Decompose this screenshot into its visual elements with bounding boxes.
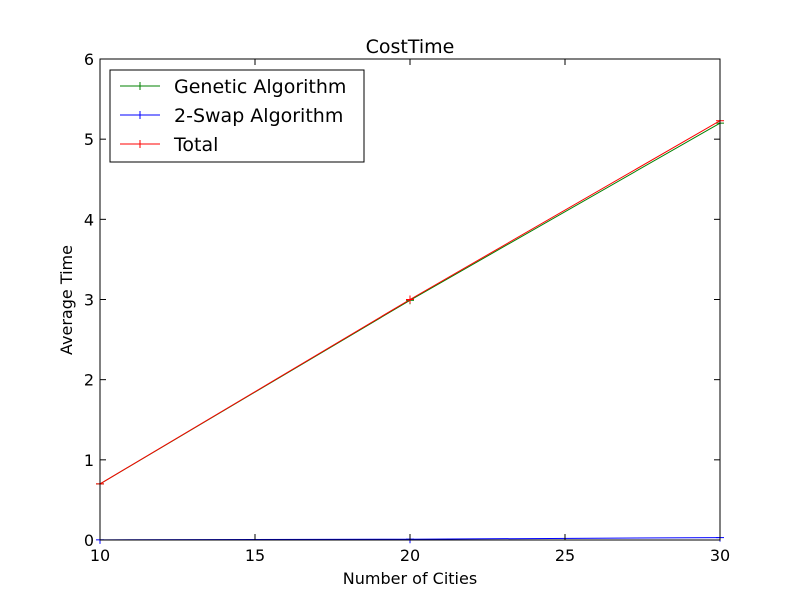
y-tick-label: 6 [84, 50, 94, 69]
series-3-point [406, 295, 414, 304]
legend-entry-3: Total [120, 134, 218, 156]
legend-label: Genetic Algorithm [174, 76, 346, 98]
x-tick-label: 20 [400, 546, 420, 565]
legend-entry-2: 2-Swap Algorithm [120, 105, 343, 127]
legend: Genetic Algorithm 2-Swap Algorithm Total [109, 69, 365, 163]
y-tick-label: 1 [84, 451, 94, 470]
axis-layer: 10 15 20 25 30 0 1 2 3 4 5 6 [84, 50, 730, 565]
y-tick-label: 4 [84, 210, 94, 229]
y-tick-label: 0 [84, 531, 94, 550]
legend-entry-1: Genetic Algorithm [120, 76, 346, 98]
x-tick-label: 25 [555, 546, 575, 565]
y-tick-label: 5 [84, 130, 94, 149]
y-tick-label: 2 [84, 371, 94, 390]
legend-label: 2-Swap Algorithm [174, 105, 343, 127]
plot-frame [99, 58, 721, 541]
y-axis-label: Average Time [57, 245, 76, 355]
legend-box [109, 69, 365, 163]
x-tick-label: 10 [90, 546, 110, 565]
x-tick-label: 15 [245, 546, 265, 565]
x-tick-label: 30 [710, 546, 730, 565]
y-tick-label: 3 [84, 291, 94, 310]
x-axis-label: Number of Cities [343, 569, 477, 588]
legend-label: Total [173, 134, 218, 156]
chart-title: CostTime [366, 36, 455, 58]
